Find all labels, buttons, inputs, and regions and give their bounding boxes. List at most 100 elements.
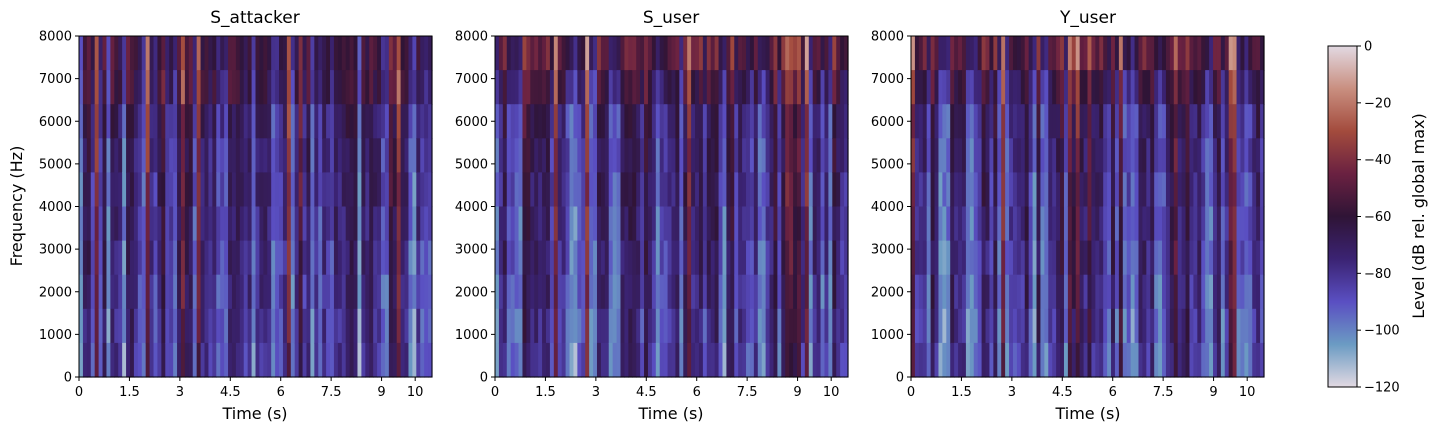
spectrogram-cell <box>412 104 417 139</box>
spectrogram-cell <box>1067 70 1073 105</box>
spectrogram-cell <box>1032 36 1038 71</box>
spectrogram-cell <box>522 104 527 139</box>
spectrogram-cell <box>1009 342 1014 378</box>
spectrogram-cell <box>718 104 724 139</box>
spectrogram-cell <box>718 342 724 378</box>
spectrogram-cell <box>275 70 280 105</box>
spectrogram-cell <box>1193 138 1198 173</box>
spectrogram-cell <box>302 104 308 139</box>
spectrogram-cell <box>812 138 818 173</box>
spectrogram-cell <box>153 138 159 173</box>
spectrogram-cell <box>553 274 559 310</box>
spectrogram-cell <box>330 206 335 242</box>
spectrogram-cell <box>94 138 100 173</box>
spectrogram-cell <box>122 342 127 378</box>
spectrogram-cell <box>1197 36 1202 71</box>
spectrogram-cell <box>1240 308 1245 344</box>
spectrogram-cell <box>722 308 728 344</box>
spectrogram-cell <box>82 240 88 276</box>
spectrogram-cell <box>1083 70 1089 105</box>
spectrogram-cell <box>149 104 155 139</box>
spectrogram-cell <box>1256 240 1261 276</box>
spectrogram-cell <box>1063 172 1069 208</box>
spectrogram-cell <box>667 104 673 139</box>
spectrogram-cell <box>1244 274 1249 310</box>
panel-s-user-title: S_user <box>643 8 699 28</box>
spectrogram-cell <box>98 240 104 276</box>
spectrogram-cell <box>216 138 221 173</box>
spectrogram-cell <box>1165 172 1171 208</box>
spectrogram-cell <box>585 138 590 173</box>
spectrogram-cell <box>632 240 637 276</box>
spectrogram-cell <box>330 240 335 276</box>
spectrogram-cell <box>279 274 284 310</box>
spectrogram-cell <box>777 342 782 378</box>
spectrogram-cell <box>1107 308 1112 344</box>
spectrogram-cell <box>518 206 524 242</box>
spectrogram-cell <box>306 206 312 242</box>
spectrogram-cell <box>110 206 115 242</box>
x-tick-label: 4.5 <box>1052 385 1073 400</box>
spectrogram-cell <box>636 104 641 139</box>
spectrogram-cell <box>545 308 551 344</box>
spectrogram-cell <box>628 36 633 71</box>
spectrogram-cell <box>981 274 987 310</box>
spectrogram-cell <box>337 172 343 208</box>
spectrogram-cell <box>271 240 276 276</box>
spectrogram-cell <box>706 342 712 378</box>
spectrogram-cell <box>1044 172 1049 208</box>
spectrogram-cell <box>1060 274 1065 310</box>
spectrogram-cell <box>604 274 610 310</box>
y-tick-label: 5000 <box>39 157 72 172</box>
spectrogram-cell <box>271 36 276 71</box>
spectrogram-cell <box>687 240 692 276</box>
spectrogram-cell <box>777 308 782 344</box>
spectrogram-cell <box>1063 308 1069 344</box>
spectrogram-cell <box>667 70 673 105</box>
spectrogram-cell <box>769 308 775 344</box>
spectrogram-cell <box>1213 104 1218 139</box>
spectrogram-cell <box>557 240 563 276</box>
spectrogram-cell <box>1244 342 1249 378</box>
spectrogram-cell <box>530 104 535 139</box>
spectrogram-cell <box>1232 70 1238 105</box>
spectrogram-cell <box>322 138 327 173</box>
spectrogram-cell <box>404 138 410 173</box>
spectrogram-cell <box>585 206 590 242</box>
y-tick-label: 3000 <box>39 243 72 258</box>
spectrogram-cell <box>1185 240 1191 276</box>
spectrogram-cell <box>1028 70 1034 105</box>
spectrogram-cell <box>993 342 998 378</box>
spectrogram-cell <box>573 342 578 378</box>
spectrogram-cell <box>114 206 119 242</box>
spectrogram-cell <box>1126 172 1132 208</box>
spectrogram-cell <box>180 104 186 139</box>
spectrogram-cell <box>400 70 406 105</box>
spectrogram-cell <box>636 36 641 71</box>
spectrogram-cell <box>357 308 362 344</box>
spectrogram-cell <box>1114 308 1120 344</box>
spectrogram-cell <box>687 138 692 173</box>
spectrogram-cell <box>808 104 814 139</box>
spectrogram-cell <box>710 138 716 173</box>
spectrogram-cell <box>1040 172 1045 208</box>
spectrogram-cell <box>275 172 280 208</box>
spectrogram-cell <box>1087 308 1093 344</box>
spectrogram-cell <box>965 172 971 208</box>
spectrogram-cell <box>530 206 535 242</box>
spectrogram-cell <box>1103 104 1108 139</box>
spectrogram-cell <box>86 342 92 378</box>
spectrogram-cell <box>742 172 747 208</box>
spectrogram-cell <box>200 274 206 310</box>
spectrogram-cell <box>153 36 159 71</box>
spectrogram-cell <box>510 240 516 276</box>
spectrogram-cell <box>404 104 410 139</box>
spectrogram-cell <box>388 172 394 208</box>
spectrogram-cell <box>1232 206 1238 242</box>
spectrogram-cell <box>977 70 983 105</box>
spectrogram-cell <box>738 172 743 208</box>
spectrogram-cell <box>1248 172 1253 208</box>
spectrogram-cell <box>149 70 155 105</box>
spectrogram-cell <box>106 138 111 173</box>
spectrogram-cell <box>1154 342 1159 378</box>
